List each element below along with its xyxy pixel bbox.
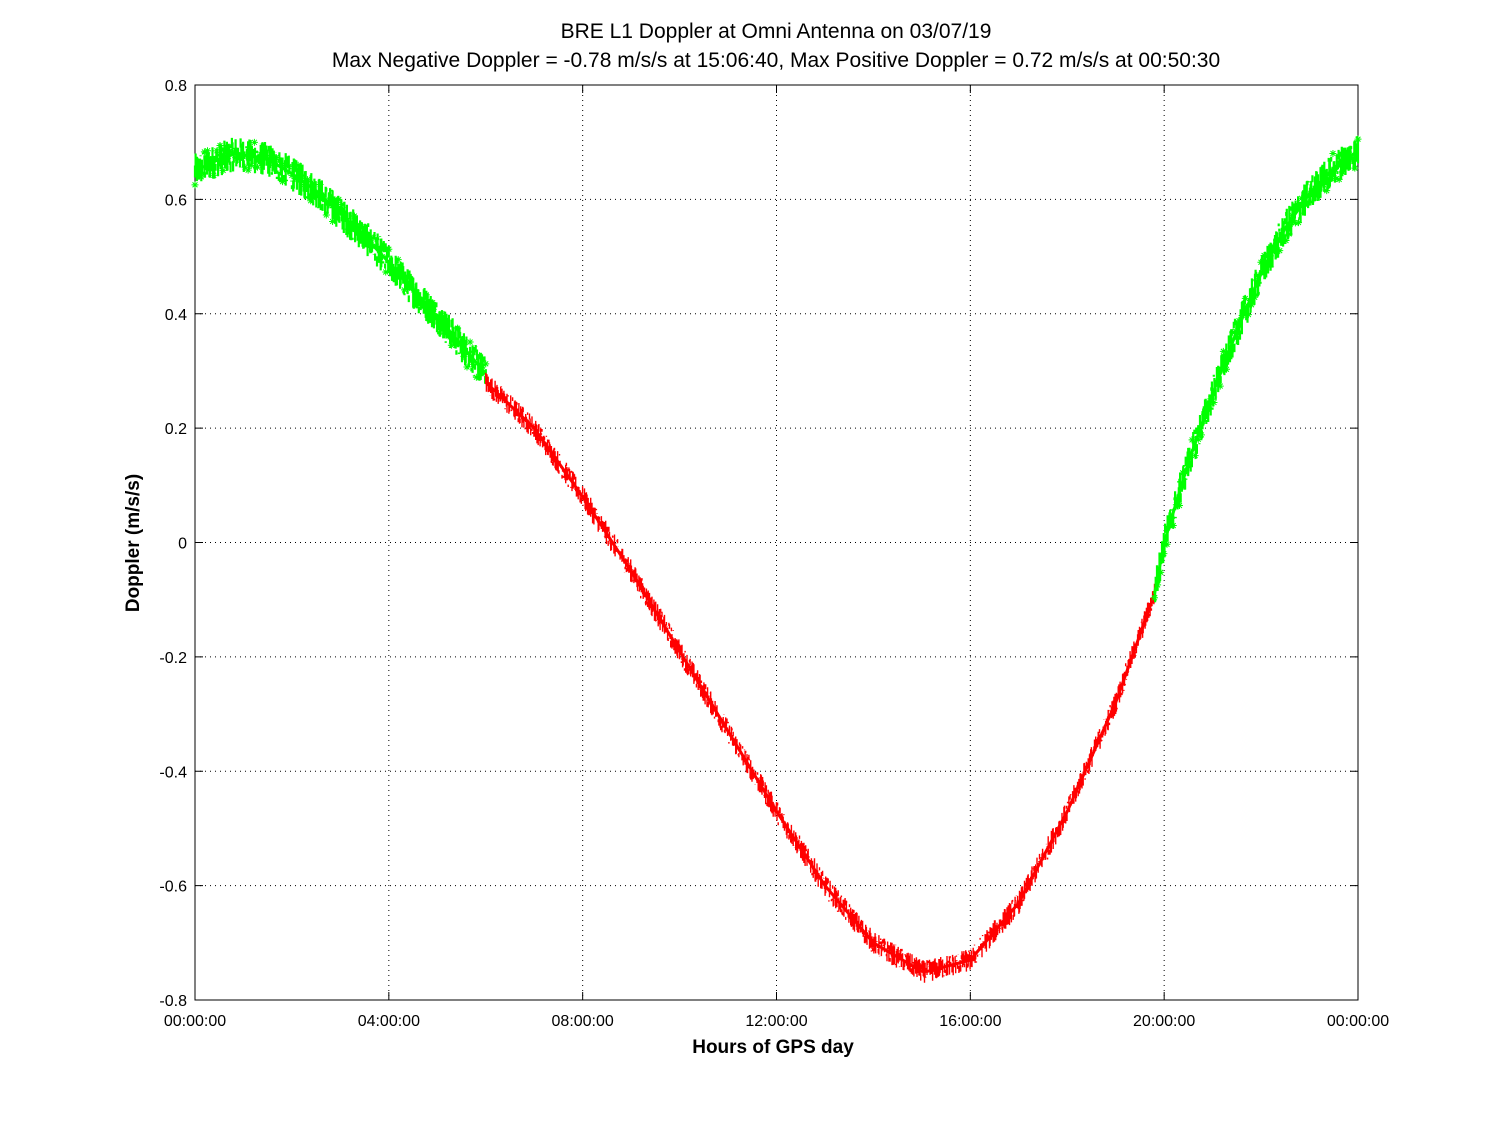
- series-star-markers: [1150, 135, 1362, 602]
- y-axis-label: Doppler (m/s/s): [123, 474, 144, 612]
- series-noise-band: [485, 372, 1156, 983]
- x-tick-label: 12:00:00: [745, 1013, 807, 1030]
- plot-area: [194, 84, 1359, 1001]
- y-tick-label: -0.6: [159, 879, 187, 896]
- y-tick-label: -0.2: [159, 650, 187, 667]
- y-tick-label: 0.8: [165, 78, 187, 95]
- chart-subtitle: Max Negative Doppler = -0.78 m/s/s at 15…: [332, 49, 1220, 72]
- chart-title: BRE L1 Doppler at Omni Antenna on 03/07/…: [561, 20, 992, 43]
- series-1: [484, 372, 1156, 983]
- axis-ticks: 00:00:00 04:00:00 08:00:00 12:00:00 16:00:00…: [159, 78, 1389, 1030]
- x-tick-label: 16:00:00: [939, 1013, 1001, 1030]
- series-0: [191, 137, 490, 384]
- x-tick-label: 04:00:00: [358, 1013, 420, 1030]
- y-tick-label: 0.6: [165, 192, 187, 209]
- y-tick-label: 0.4: [165, 307, 187, 324]
- series-2: [1150, 135, 1362, 603]
- x-axis-label: Hours of GPS day: [692, 1037, 854, 1058]
- y-tick-label: -0.8: [159, 993, 187, 1010]
- x-tick-label: 20:00:00: [1133, 1013, 1195, 1030]
- y-tick-label: 0: [178, 536, 187, 553]
- data-series: [191, 135, 1362, 983]
- y-tick-label: 0.2: [165, 421, 187, 438]
- x-tick-label: 08:00:00: [552, 1013, 614, 1030]
- y-tick-label: -0.4: [159, 764, 187, 781]
- x-tick-label: 00:00:00: [164, 1013, 226, 1030]
- series-star-markers: [191, 138, 490, 381]
- x-tick-label: 00:00:00: [1327, 1013, 1389, 1030]
